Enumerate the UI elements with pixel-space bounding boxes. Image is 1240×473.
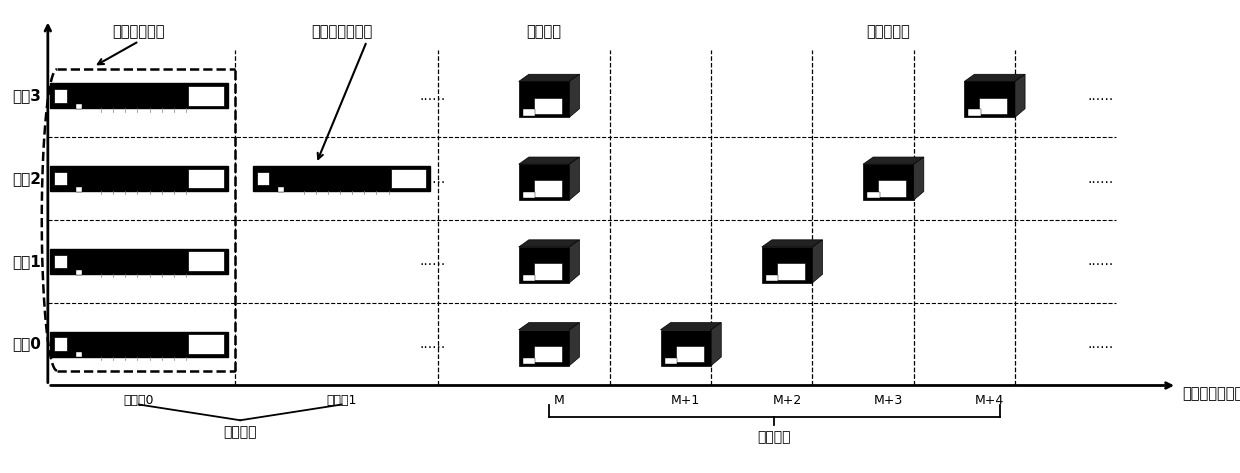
Text: ......: ...... bbox=[419, 337, 446, 351]
Polygon shape bbox=[569, 323, 579, 366]
Polygon shape bbox=[569, 240, 579, 283]
Text: ......: ...... bbox=[1087, 254, 1115, 268]
Text: M+4: M+4 bbox=[975, 394, 1004, 407]
Text: ......: ...... bbox=[419, 89, 446, 103]
Text: 虚拟统一地址空间: 虚拟统一地址空间 bbox=[1182, 386, 1240, 401]
Text: M+2: M+2 bbox=[773, 394, 802, 407]
Bar bbox=[676, 346, 703, 362]
Polygon shape bbox=[569, 157, 579, 200]
Bar bbox=[55, 254, 67, 268]
Text: 独占内存资源: 独占内存资源 bbox=[113, 25, 165, 40]
Polygon shape bbox=[812, 240, 822, 283]
Bar bbox=[76, 352, 82, 358]
Bar bbox=[766, 275, 779, 281]
Text: 节点1: 节点1 bbox=[12, 254, 41, 269]
Text: ......: ...... bbox=[1087, 172, 1115, 185]
Bar bbox=[51, 166, 228, 191]
Polygon shape bbox=[518, 240, 579, 247]
Bar bbox=[76, 270, 82, 274]
Bar bbox=[534, 346, 562, 362]
Polygon shape bbox=[965, 81, 1014, 117]
Polygon shape bbox=[661, 330, 711, 366]
Bar bbox=[534, 180, 562, 197]
Bar bbox=[523, 192, 536, 199]
Text: 大地址槽: 大地址槽 bbox=[223, 425, 257, 439]
Bar bbox=[878, 180, 906, 197]
Bar bbox=[523, 275, 536, 281]
Text: 节点3: 节点3 bbox=[12, 88, 41, 103]
Text: M: M bbox=[554, 394, 564, 407]
Polygon shape bbox=[761, 240, 822, 247]
Bar bbox=[51, 249, 228, 274]
Bar bbox=[188, 334, 223, 354]
Text: ......: ...... bbox=[1087, 337, 1115, 351]
Bar bbox=[777, 263, 805, 280]
Text: 小地址槽: 小地址槽 bbox=[758, 430, 791, 444]
Polygon shape bbox=[518, 74, 579, 81]
Text: 地址槽0: 地址槽0 bbox=[124, 394, 154, 407]
Text: 可共享网络: 可共享网络 bbox=[867, 25, 910, 40]
Polygon shape bbox=[1014, 74, 1025, 117]
Text: M+3: M+3 bbox=[874, 394, 903, 407]
Bar bbox=[76, 187, 82, 192]
Text: 独占网络: 独占网络 bbox=[527, 25, 562, 40]
Text: ......: ...... bbox=[419, 172, 446, 185]
Polygon shape bbox=[711, 323, 722, 366]
Polygon shape bbox=[569, 74, 579, 117]
Text: ......: ...... bbox=[1087, 89, 1115, 103]
Bar bbox=[188, 252, 223, 272]
Bar bbox=[523, 109, 536, 116]
Polygon shape bbox=[518, 330, 569, 366]
Text: ......: ...... bbox=[419, 254, 446, 268]
Polygon shape bbox=[518, 81, 569, 117]
Polygon shape bbox=[661, 323, 722, 330]
Bar bbox=[278, 187, 284, 192]
Bar bbox=[968, 109, 981, 116]
Bar bbox=[188, 169, 223, 189]
Polygon shape bbox=[518, 247, 569, 283]
Text: 可共享内存资源: 可共享内存资源 bbox=[311, 25, 372, 40]
Bar bbox=[51, 83, 228, 108]
Polygon shape bbox=[965, 74, 1025, 81]
Bar bbox=[980, 97, 1007, 114]
Bar bbox=[55, 89, 67, 103]
Polygon shape bbox=[518, 164, 569, 200]
Bar bbox=[665, 358, 677, 364]
Bar bbox=[257, 172, 269, 185]
Bar bbox=[188, 86, 223, 106]
Bar bbox=[51, 332, 228, 357]
Polygon shape bbox=[761, 247, 812, 283]
Polygon shape bbox=[518, 157, 579, 164]
Text: M+1: M+1 bbox=[671, 394, 701, 407]
Bar bbox=[55, 172, 67, 185]
Bar bbox=[867, 192, 879, 199]
Bar bbox=[534, 97, 562, 114]
Polygon shape bbox=[518, 323, 579, 330]
Bar bbox=[523, 358, 536, 364]
Polygon shape bbox=[863, 164, 914, 200]
Text: 节点2: 节点2 bbox=[11, 171, 41, 186]
Bar bbox=[253, 166, 430, 191]
Bar bbox=[55, 337, 67, 351]
Bar bbox=[534, 263, 562, 280]
Bar bbox=[76, 104, 82, 109]
Polygon shape bbox=[863, 157, 924, 164]
Text: 地址楑1: 地址楑1 bbox=[326, 394, 357, 407]
Polygon shape bbox=[914, 157, 924, 200]
Text: 节点0: 节点0 bbox=[12, 337, 41, 351]
Bar bbox=[391, 169, 427, 189]
